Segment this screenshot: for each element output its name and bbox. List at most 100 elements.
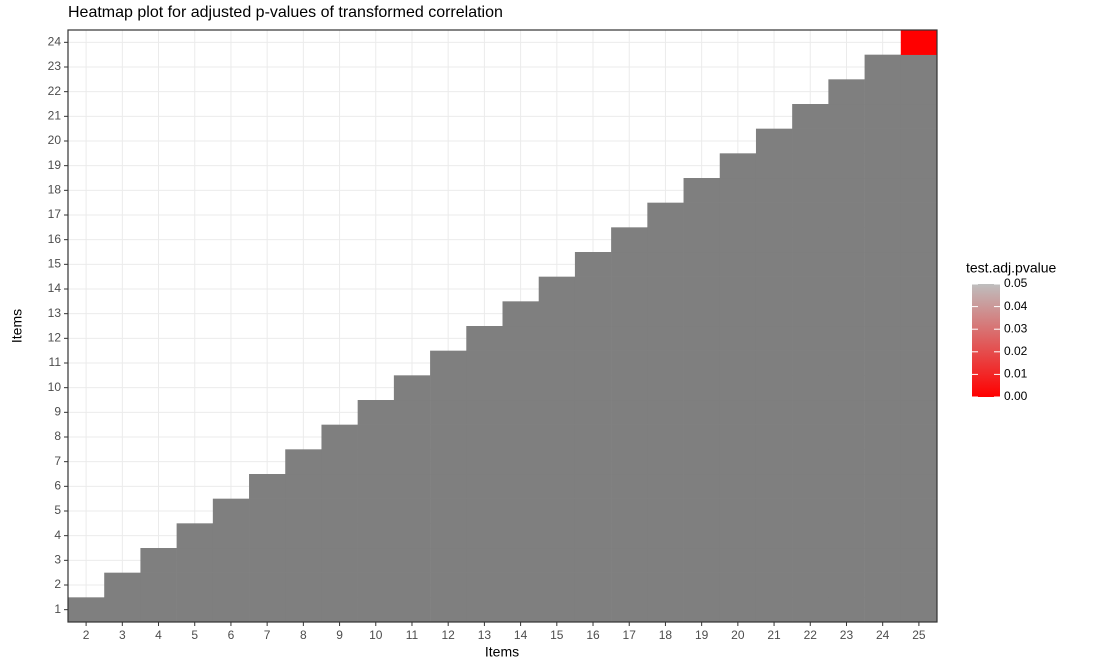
heatmap-cell [828,178,865,203]
heatmap-cell [575,499,612,524]
y-tick-label: 22 [48,84,62,98]
heatmap-cell [865,129,902,154]
heatmap-cell [720,203,757,228]
heatmap-cell [720,277,757,302]
heatmap-cell [539,523,576,548]
heatmap-cell [901,573,938,598]
heatmap-cell [865,301,902,326]
x-tick-label: 19 [695,628,709,642]
heatmap-cell [901,375,938,400]
heatmap-cell [828,474,865,499]
x-tick-label: 22 [804,628,818,642]
heatmap-cell [394,425,431,450]
heatmap-cell [684,227,721,252]
heatmap-cell [828,597,865,622]
heatmap-cell [792,597,829,622]
heatmap-cell [575,326,612,351]
heatmap-cell [611,301,648,326]
heatmap-cell [140,573,177,598]
heatmap-cell [466,326,503,351]
x-tick-label: 13 [478,628,492,642]
heatmap-cell [575,548,612,573]
heatmap-cell [647,425,684,450]
heatmap-cell [756,523,793,548]
heatmap-cell [358,400,395,425]
heatmap-cell [901,400,938,425]
heatmap-cell [684,252,721,277]
heatmap-cell [285,548,322,573]
heatmap-cell [720,301,757,326]
x-tick-label: 25 [912,628,926,642]
heatmap-cell [647,351,684,376]
heatmap-cell [720,227,757,252]
heatmap-cell [901,425,938,450]
heatmap-cell [647,326,684,351]
heatmap-cell [865,104,902,129]
heatmap-cell [466,548,503,573]
x-tick-label: 8 [300,628,307,642]
heatmap-cell [466,400,503,425]
y-tick-label: 1 [54,602,61,616]
heatmap-cell [430,523,467,548]
heatmap-cell [828,375,865,400]
heatmap-cell [756,573,793,598]
heatmap-cell [539,449,576,474]
heatmap-cell [792,449,829,474]
heatmap-cell [104,597,141,622]
heatmap-cell [828,277,865,302]
heatmap-cell [503,425,540,450]
heatmap-cell [684,203,721,228]
heatmap-cell [647,227,684,252]
y-tick-label: 13 [48,306,62,320]
heatmap-cell [321,425,358,450]
heatmap-cell [358,573,395,598]
heatmap-cell [611,499,648,524]
heatmap-cell [756,474,793,499]
heatmap-cell [611,375,648,400]
x-tick-label: 6 [228,628,235,642]
heatmap-cell [684,449,721,474]
heatmap-cell [756,400,793,425]
heatmap-cell [865,499,902,524]
heatmap-cell [647,523,684,548]
heatmap-cell [865,351,902,376]
heatmap-cell [394,474,431,499]
heatmap-cell [575,252,612,277]
heatmap-cell [611,252,648,277]
heatmap-cell [792,301,829,326]
x-tick-label: 4 [155,628,162,642]
heatmap-cell [828,499,865,524]
heatmap-cell [865,523,902,548]
heatmap-cell [358,449,395,474]
heatmap-cell [358,499,395,524]
heatmap-cell [539,548,576,573]
heatmap-cell [828,203,865,228]
heatmap-cell [285,449,322,474]
heatmap-cell [466,425,503,450]
heatmap-cell [684,178,721,203]
y-tick-label: 14 [48,281,62,295]
heatmap-cell [575,597,612,622]
x-tick-label: 5 [191,628,198,642]
heatmap-cell [901,129,938,154]
heatmap-cell [321,548,358,573]
heatmap-cell [321,573,358,598]
heatmap-cell [611,326,648,351]
heatmap-cell [865,79,902,104]
heatmap-cell [466,375,503,400]
heatmap-cell [720,548,757,573]
heatmap-cell [539,597,576,622]
heatmap-cell [756,203,793,228]
heatmap-cell [503,326,540,351]
heatmap-cell [828,129,865,154]
y-tick-label: 3 [54,553,61,567]
heatmap-cell [503,400,540,425]
heatmap-cell [575,425,612,450]
y-tick-label: 20 [48,133,62,147]
heatmap-cell [140,597,177,622]
colorbar-label: 0.01 [1004,367,1028,381]
heatmap-cell [792,548,829,573]
heatmap-cell [611,227,648,252]
heatmap-cell [792,104,829,129]
heatmap-cell [539,301,576,326]
